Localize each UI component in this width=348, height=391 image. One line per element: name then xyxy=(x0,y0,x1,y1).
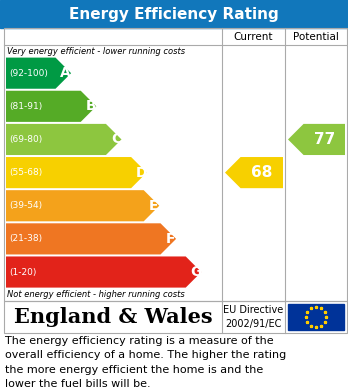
Text: (55-68): (55-68) xyxy=(9,168,42,177)
Polygon shape xyxy=(6,91,96,122)
Bar xyxy=(4,301,347,333)
Text: (1-20): (1-20) xyxy=(9,267,37,276)
Polygon shape xyxy=(6,190,159,221)
Text: (39-54): (39-54) xyxy=(9,201,42,210)
Text: D: D xyxy=(135,166,147,179)
Text: 68: 68 xyxy=(251,165,272,180)
Text: (92-100): (92-100) xyxy=(9,69,48,78)
Text: E: E xyxy=(149,199,159,213)
Polygon shape xyxy=(225,157,283,188)
Text: Current: Current xyxy=(234,32,273,41)
Text: 77: 77 xyxy=(314,132,335,147)
Text: C: C xyxy=(111,133,121,147)
Text: EU Directive
2002/91/EC: EU Directive 2002/91/EC xyxy=(223,305,284,328)
Polygon shape xyxy=(6,57,71,89)
Polygon shape xyxy=(6,157,147,188)
Bar xyxy=(0,0,348,28)
Polygon shape xyxy=(6,124,121,155)
Text: (81-91): (81-91) xyxy=(9,102,42,111)
Text: Potential: Potential xyxy=(293,32,339,41)
Text: G: G xyxy=(190,265,201,279)
Bar xyxy=(4,28,347,301)
Text: The energy efficiency rating is a measure of the
overall efficiency of a home. T: The energy efficiency rating is a measur… xyxy=(5,336,286,389)
Text: Energy Efficiency Rating: Energy Efficiency Rating xyxy=(69,7,279,22)
Text: (69-80): (69-80) xyxy=(9,135,42,144)
Bar xyxy=(288,304,344,330)
Text: (21-38): (21-38) xyxy=(9,234,42,243)
Text: A: A xyxy=(60,66,71,80)
Text: Very energy efficient - lower running costs: Very energy efficient - lower running co… xyxy=(7,47,185,56)
Polygon shape xyxy=(6,256,201,288)
Polygon shape xyxy=(288,124,345,155)
Text: B: B xyxy=(86,99,96,113)
Text: F: F xyxy=(166,232,175,246)
Polygon shape xyxy=(6,223,176,255)
Text: England & Wales: England & Wales xyxy=(14,307,212,327)
Text: Not energy efficient - higher running costs: Not energy efficient - higher running co… xyxy=(7,290,185,299)
